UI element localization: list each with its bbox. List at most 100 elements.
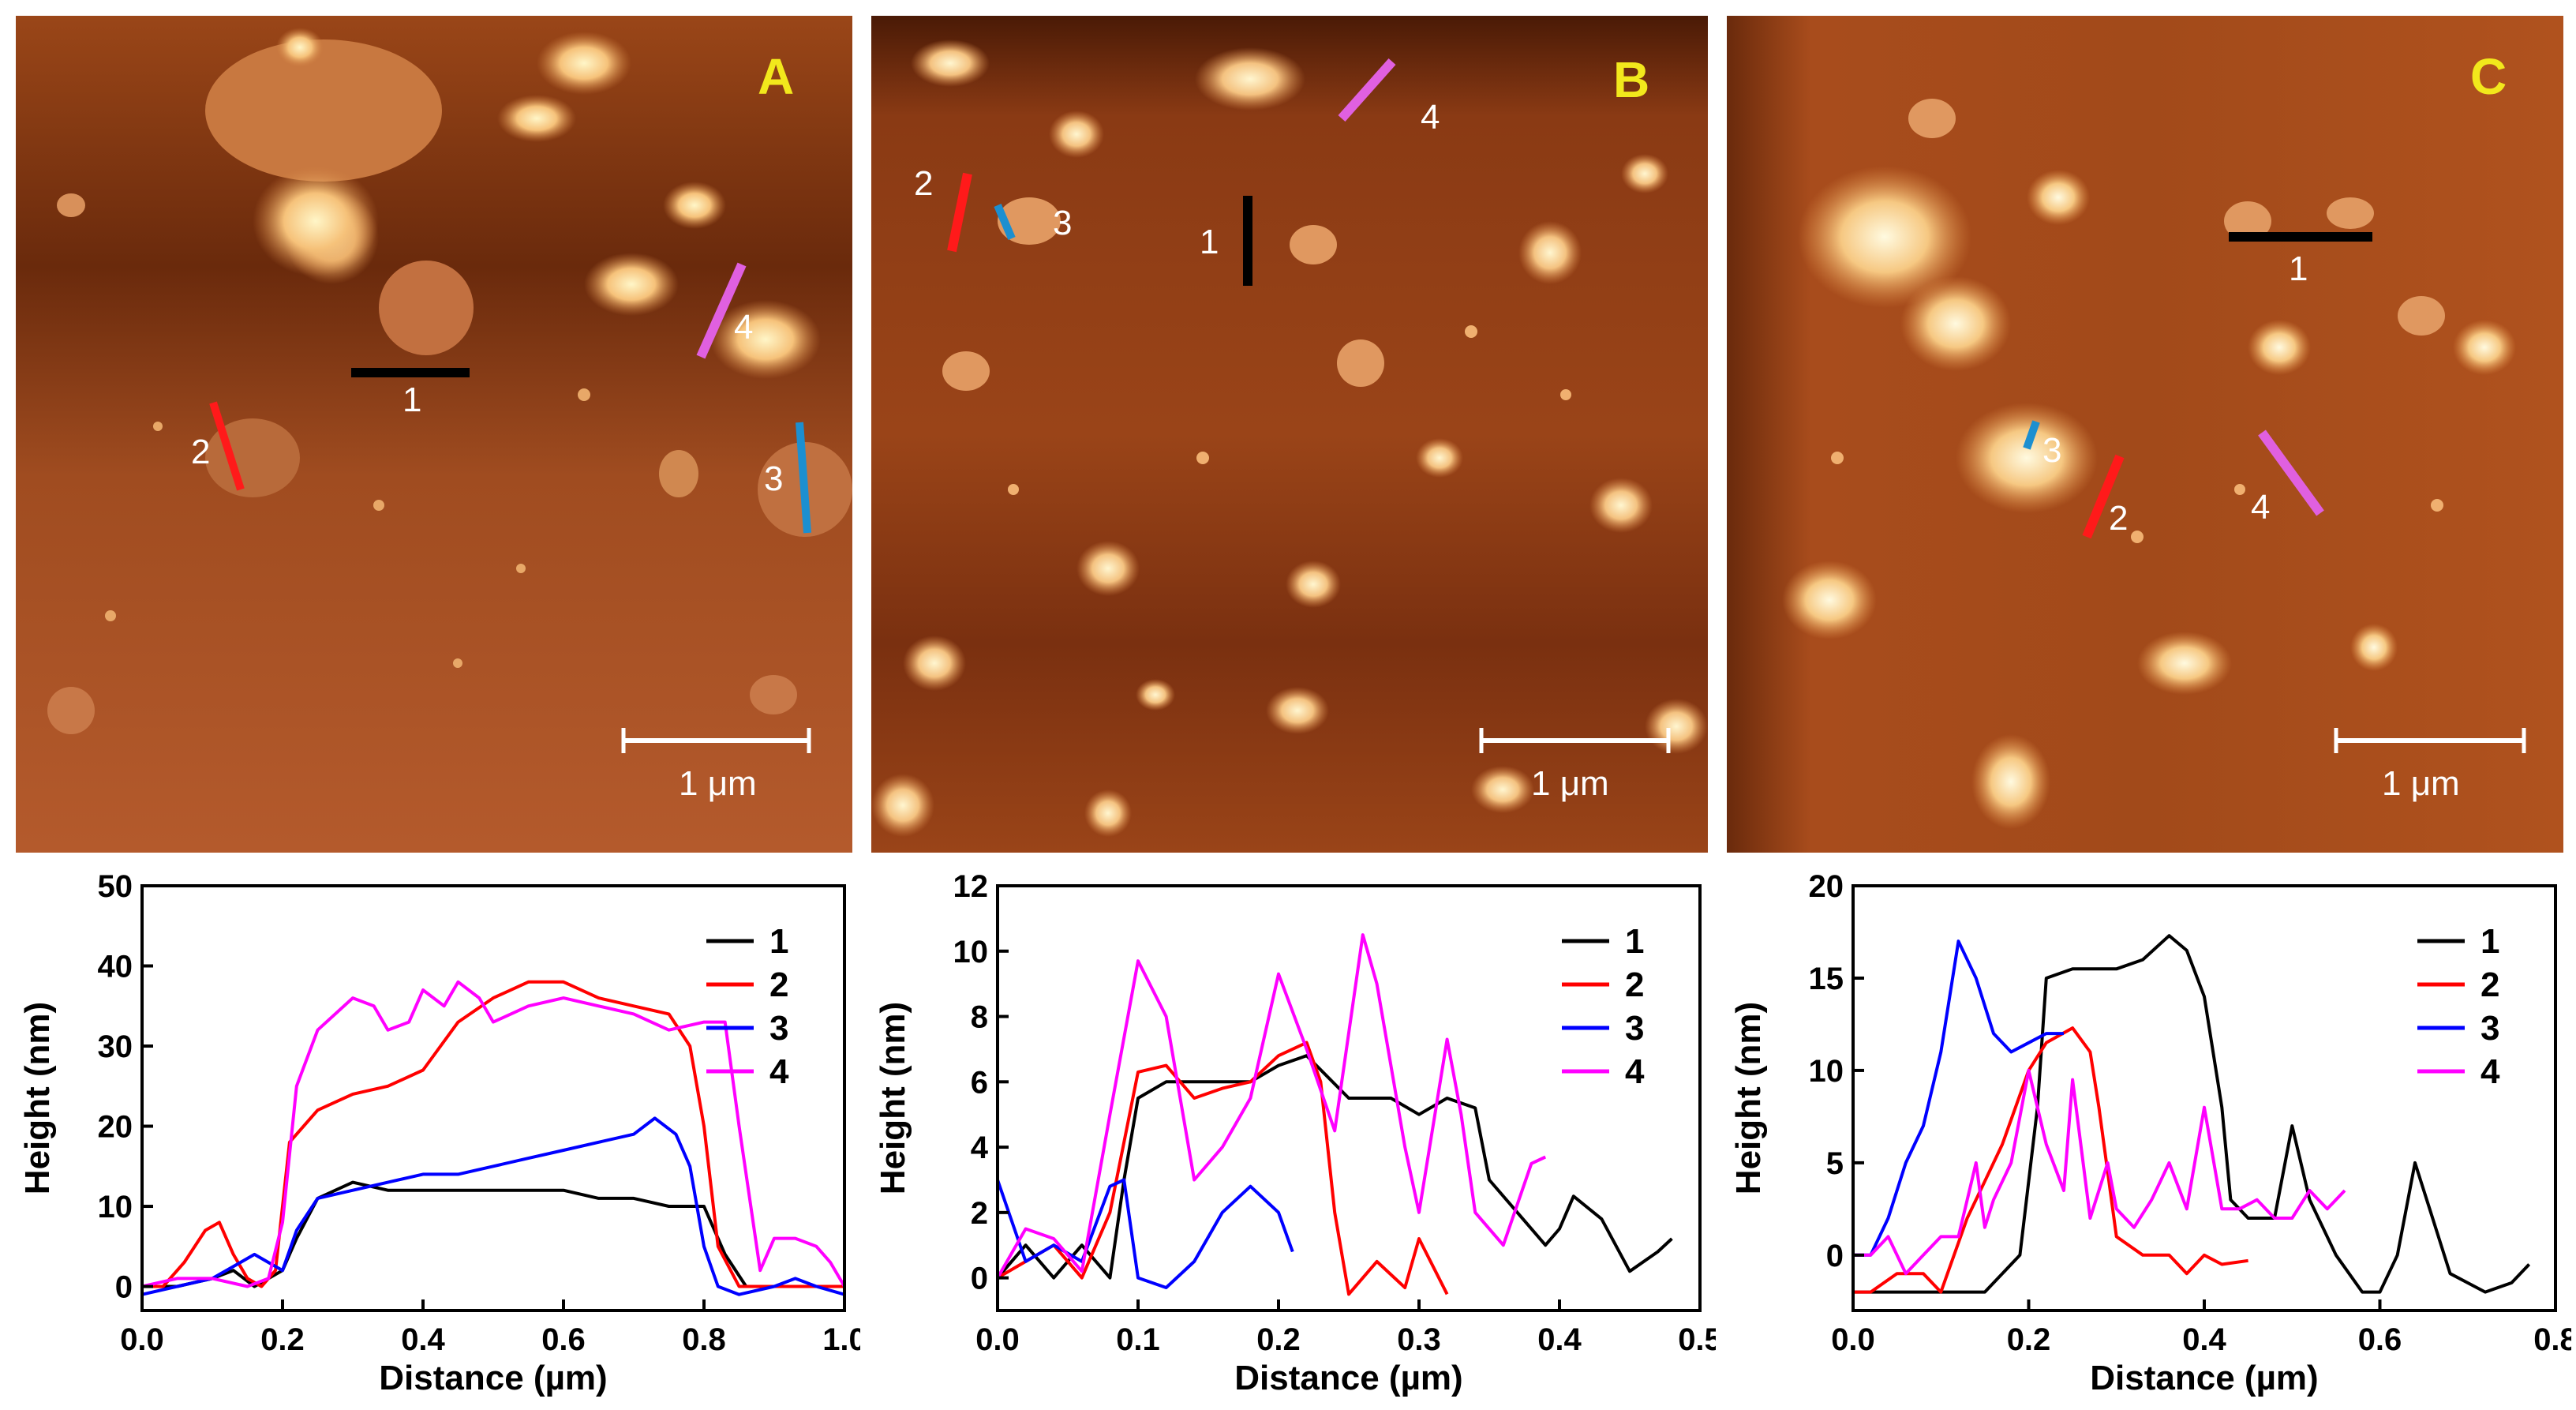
profile-label-3: 3 xyxy=(1053,204,1073,242)
y-tick-label: 12 xyxy=(953,869,989,904)
profile-line-2 xyxy=(2082,454,2125,539)
profile-label-3: 3 xyxy=(2042,431,2062,470)
series-line-4 xyxy=(141,980,846,1288)
scalebar-label-b: 1 μm xyxy=(1531,764,1609,803)
panel-label-c: C xyxy=(2470,48,2507,105)
profile-label-4: 4 xyxy=(2251,488,2271,527)
x-tick-label: 0.6 xyxy=(2358,1322,2402,1357)
y-tick-label: 0 xyxy=(971,1262,988,1296)
y-tick-label: 20 xyxy=(1809,869,1844,904)
profile-line-4 xyxy=(1338,58,1396,122)
y-tick-label: 10 xyxy=(98,1190,133,1224)
profile-label-4: 4 xyxy=(1421,98,1440,137)
x-tick-label: 0.0 xyxy=(120,1322,164,1357)
series-line-2 xyxy=(142,980,844,1288)
y-tick-label: 30 xyxy=(98,1029,133,1064)
x-tick-label: 0.0 xyxy=(975,1322,1020,1357)
scalebar-label-a: 1 μm xyxy=(679,764,757,803)
x-tick-label: 0.5 xyxy=(1678,1322,1716,1357)
y-axis-label: Height (nm) xyxy=(1729,1002,1768,1194)
series-line-2 xyxy=(996,1041,1449,1296)
profile-line-3 xyxy=(994,204,1016,240)
afm-image-a: A 1 μm 1 2 3 4 xyxy=(16,16,852,853)
y-tick-label: 4 xyxy=(971,1131,989,1165)
legend-label-4: 4 xyxy=(769,1052,789,1091)
plot-frame xyxy=(996,884,1702,1312)
x-tick-label: 0.1 xyxy=(1116,1322,1160,1357)
profile-line-4 xyxy=(2258,429,2324,516)
height-profile-chart-a: 0.0 0.2 0.4 0.6 0.8 1.0 0 10 20 30 40 50 Distance (µ… xyxy=(8,868,867,1406)
profile-line-4 xyxy=(696,262,747,359)
x-tick-label: 0.2 xyxy=(2007,1322,2051,1357)
afm-image-c: C 1 μm 1 2 3 4 xyxy=(1727,16,2563,853)
scalebar-label-c: 1 μm xyxy=(2382,764,2460,803)
afm-particles xyxy=(1782,99,2516,829)
profile-label-2: 2 xyxy=(914,164,934,203)
x-tick-label: 1.0 xyxy=(822,1322,860,1357)
panel-label-a: A xyxy=(758,48,795,105)
legend-label-3: 3 xyxy=(1625,1009,1644,1048)
plot-frame xyxy=(140,884,846,1312)
x-axis-label: Distance (µm) xyxy=(379,1359,607,1397)
x-axis-label: Distance (µm) xyxy=(1234,1359,1462,1397)
height-profile-chart-b: 0.0 0.1 0.2 0.3 0.4 0.5 0 2 4 6 8 10 12 Distance (µm)… xyxy=(863,868,1722,1406)
profile-label-3: 3 xyxy=(764,459,784,498)
series-line-3 xyxy=(141,1116,845,1296)
profile-label-1: 1 xyxy=(2289,249,2308,288)
y-tick-label: 5 xyxy=(1826,1146,1844,1181)
legend-label-1: 1 xyxy=(769,922,788,961)
x-tick-label: 0.0 xyxy=(1831,1322,1875,1357)
legend-label-2: 2 xyxy=(1625,966,1644,1004)
y-tick-label: 0 xyxy=(1826,1239,1844,1273)
legend-label-3: 3 xyxy=(769,1009,788,1048)
series-line-1 xyxy=(142,1180,844,1288)
profile-line-3 xyxy=(2023,420,2040,450)
legend-label-1: 1 xyxy=(2481,922,2499,961)
y-axis-label: Height (nm) xyxy=(874,1002,912,1194)
x-tick-label: 0.2 xyxy=(260,1322,305,1357)
y-tick-label: 15 xyxy=(1809,962,1844,996)
legend-label-2: 2 xyxy=(769,966,788,1004)
profile-line-3 xyxy=(796,422,811,534)
x-tick-label: 0.6 xyxy=(541,1322,586,1357)
legend-label-4: 4 xyxy=(1625,1052,1645,1091)
series-line-3 xyxy=(996,1178,1294,1289)
afm-image-b: B 1 μm 1 2 3 4 xyxy=(871,16,1708,853)
x-axis-label: Distance (µm) xyxy=(2090,1359,2318,1397)
afm-background xyxy=(16,16,852,853)
legend-label-3: 3 xyxy=(2481,1009,2499,1048)
y-tick-label: 10 xyxy=(1809,1054,1844,1089)
panel-label-b: B xyxy=(1613,51,1650,108)
y-tick-label: 10 xyxy=(953,935,989,969)
profile-line-2 xyxy=(947,172,972,253)
afm-particles xyxy=(871,39,1708,837)
profile-label-4: 4 xyxy=(734,308,754,347)
y-tick-label: 2 xyxy=(971,1196,988,1231)
series-line-4 xyxy=(1853,1068,2346,1276)
x-tick-label: 0.8 xyxy=(682,1322,726,1357)
height-profile-chart-c: 0.0 0.2 0.4 0.6 0.8 0 5 10 15 20 Distance (µm) Heig… xyxy=(1719,868,2576,1406)
x-tick-label: 0.4 xyxy=(1537,1322,1582,1357)
y-tick-label: 8 xyxy=(971,1000,988,1035)
profile-label-2: 2 xyxy=(2109,499,2129,538)
afm-background xyxy=(1727,16,2563,853)
x-tick-label: 0.8 xyxy=(2533,1322,2571,1357)
x-tick-label: 0.4 xyxy=(401,1322,445,1357)
y-tick-label: 6 xyxy=(971,1065,988,1100)
profile-label-2: 2 xyxy=(191,433,211,471)
y-tick-label: 50 xyxy=(98,869,133,904)
series-line-2 xyxy=(1853,1026,2248,1294)
x-tick-label: 0.3 xyxy=(1397,1322,1441,1357)
series-line-4 xyxy=(996,933,1547,1279)
afm-particles xyxy=(47,28,852,734)
series-line-1 xyxy=(996,1054,1673,1280)
legend-label-1: 1 xyxy=(1625,922,1644,961)
x-tick-label: 0.4 xyxy=(2182,1322,2226,1357)
y-axis-label: Height (nm) xyxy=(18,1002,57,1194)
y-tick-label: 40 xyxy=(98,950,133,984)
chart-svg-a: 0.0 0.2 0.4 0.6 0.8 1.0 0 10 20 30 40 50 Distance (µ… xyxy=(18,869,867,1397)
x-tick-label: 0.2 xyxy=(1256,1322,1301,1357)
y-tick-label: 20 xyxy=(98,1110,133,1145)
series-line-3 xyxy=(1853,939,2064,1257)
